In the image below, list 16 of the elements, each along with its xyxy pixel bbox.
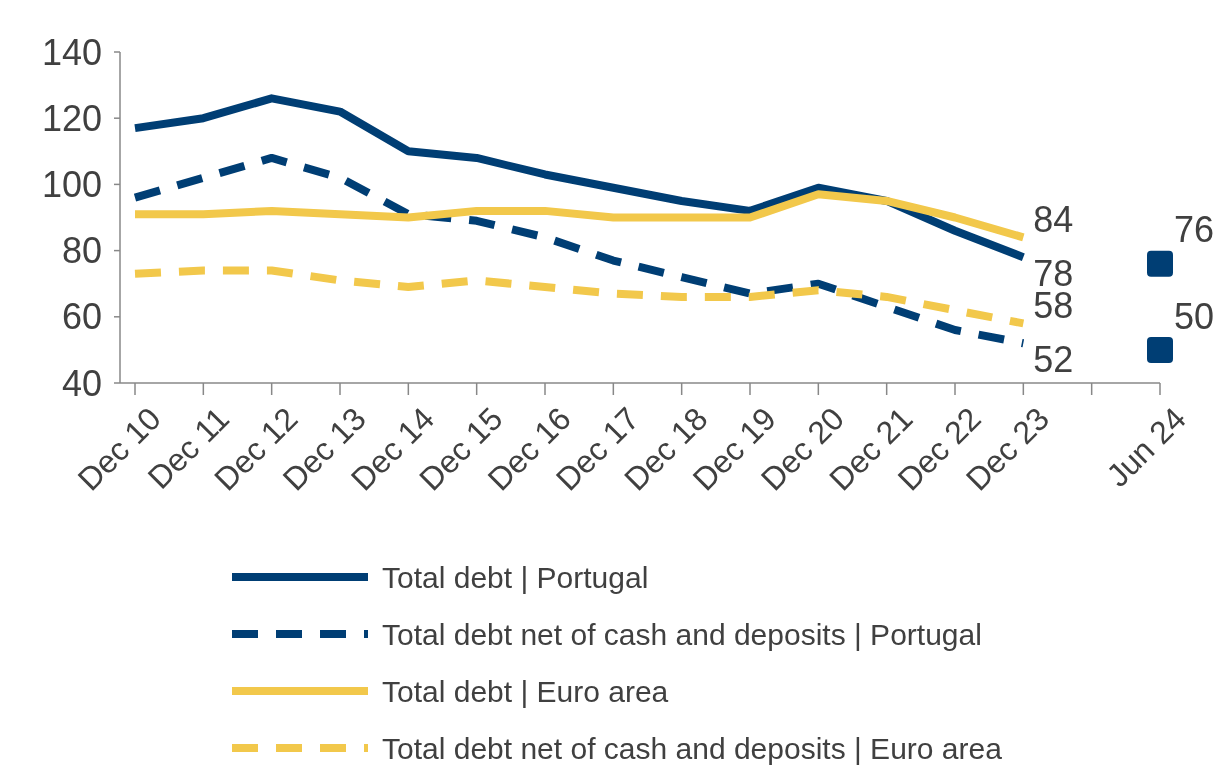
legend-label: Total debt net of cash and deposits | Euro area <box>382 731 1003 765</box>
data-label: 76 <box>1174 209 1215 251</box>
data-label: 50 <box>1174 295 1215 337</box>
y-tick-label: 40 <box>61 362 102 404</box>
y-tick-label: 140 <box>41 31 102 73</box>
legend-label: Total debt net of cash and deposits | Portugal <box>382 617 982 651</box>
y-tick-label: 100 <box>41 164 102 205</box>
data-label: 84 <box>1033 198 1074 240</box>
y-tick-label: 80 <box>61 230 102 272</box>
y-tick-label: 120 <box>41 97 102 139</box>
y-tick-label: 60 <box>61 296 102 338</box>
legend-label: Total debt | Euro area <box>382 674 669 708</box>
legend-label: Total debt | Portugal <box>382 560 649 594</box>
x-tick-label: Jun 24 <box>1099 400 1193 494</box>
data-label: 58 <box>1033 285 1074 327</box>
data-label: 52 <box>1033 338 1074 380</box>
